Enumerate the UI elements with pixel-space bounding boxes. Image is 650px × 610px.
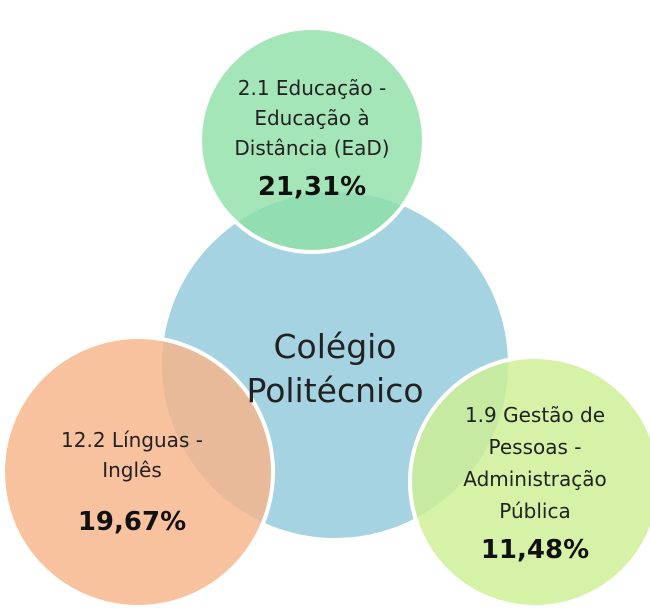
node-circle [1, 335, 275, 609]
node-label: Distância (EaD) [234, 136, 389, 160]
node-label: 12.2 Línguas - [61, 428, 203, 452]
node-label: Administração [463, 467, 607, 491]
node-label: 2.1 Educação - [238, 76, 387, 100]
node-label: Inglês [102, 458, 162, 482]
node-label: Pública [499, 499, 570, 523]
node-circle [198, 26, 426, 254]
node-label: Educação à [254, 106, 369, 130]
node-label: Pessoas - [489, 435, 582, 459]
center-label: Politécnico [246, 371, 423, 410]
node-label: 1.9 Gestão de [465, 403, 605, 427]
center-label: Colégio [273, 327, 396, 366]
node-value: 19,67% [78, 507, 186, 537]
node-value: 11,48% [481, 535, 589, 565]
node-circle [408, 355, 650, 609]
node-value: 21,31% [258, 172, 366, 202]
